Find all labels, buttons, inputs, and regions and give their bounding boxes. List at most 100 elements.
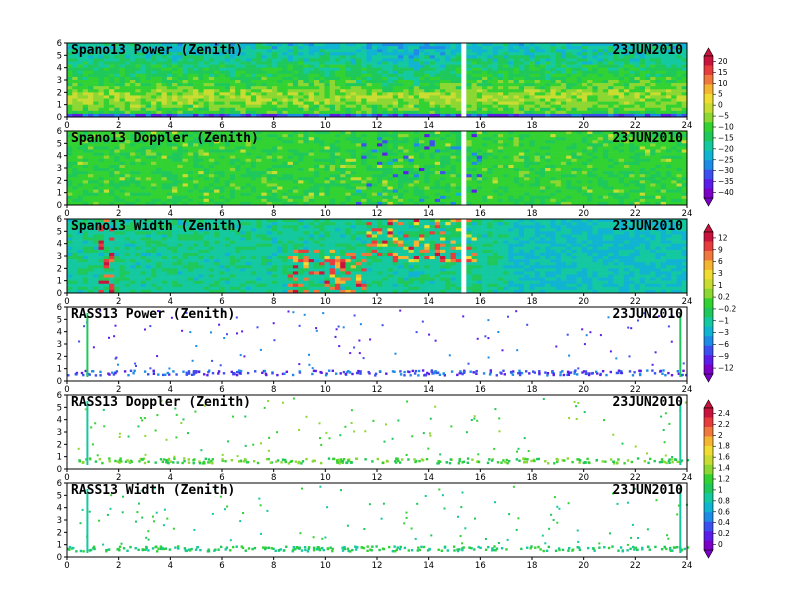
heatmap-cell — [413, 186, 420, 190]
heatmap-cell — [334, 49, 341, 53]
heatmap-cell — [219, 104, 225, 109]
heatmap-cell — [361, 89, 367, 93]
heatmap-cell — [219, 98, 225, 102]
heatmap-cell — [324, 131, 331, 135]
heatmap-cell — [445, 64, 451, 68]
heatmap-cell — [487, 101, 493, 105]
heatmap-cell — [72, 174, 78, 178]
heatmap-cell — [350, 140, 357, 144]
heatmap-cell — [508, 189, 514, 193]
heatmap-cell — [103, 189, 110, 193]
heatmap-cell — [187, 43, 194, 47]
heatmap-cell — [529, 52, 535, 56]
heatmap-cell — [618, 64, 625, 68]
heatmap-cell — [545, 80, 551, 84]
heatmap-cell — [151, 55, 157, 59]
heatmap-cell — [545, 49, 551, 53]
heatmap-cell — [377, 67, 383, 72]
heatmap-cell — [103, 180, 110, 184]
heatmap-cell — [340, 86, 346, 90]
heatmap-cell — [145, 186, 152, 190]
heatmap-cell — [214, 140, 220, 144]
heatmap-cell — [440, 76, 446, 81]
heatmap-cell — [466, 177, 472, 181]
heatmap-cell — [403, 189, 409, 193]
heatmap-cell — [109, 180, 115, 184]
heatmap-cell — [135, 89, 141, 93]
heatmap-cell — [224, 137, 231, 141]
heatmap-cell — [382, 131, 388, 135]
heatmap-cell — [350, 131, 357, 135]
heatmap-cell — [671, 46, 677, 50]
heatmap-cell — [271, 195, 278, 200]
heatmap-cell — [156, 107, 162, 112]
heatmap-cell — [644, 55, 651, 59]
heatmap-cell — [177, 104, 183, 109]
heatmap-cell — [377, 201, 383, 206]
heatmap-cell — [618, 80, 625, 84]
heatmap-cell — [172, 43, 178, 47]
heatmap-cell — [82, 180, 89, 184]
heatmap-cell — [319, 43, 325, 47]
heatmap-cell — [235, 67, 241, 72]
heatmap-cell — [398, 152, 404, 156]
heatmap-cell — [235, 86, 241, 90]
heatmap-cell — [124, 158, 131, 163]
heatmap-cell — [308, 107, 315, 112]
heatmap-cell — [145, 107, 152, 112]
heatmap-cell — [476, 134, 483, 138]
heatmap-cell — [492, 92, 499, 96]
heatmap-cell — [177, 152, 183, 156]
heatmap-cell — [88, 92, 94, 96]
heatmap-cell — [334, 152, 341, 156]
heatmap-cell — [329, 49, 336, 53]
heatmap-cell — [245, 183, 252, 187]
heatmap-cell — [644, 113, 651, 118]
heatmap-cell — [214, 149, 220, 153]
heatmap-cell — [419, 55, 425, 59]
heatmap-cell — [334, 101, 341, 105]
heatmap-cell — [345, 161, 352, 166]
heatmap-cell — [355, 152, 362, 156]
heatmap-cell — [539, 73, 546, 78]
heatmap-cell — [109, 113, 115, 118]
heatmap-cell — [292, 174, 299, 178]
heatmap-cell — [219, 92, 225, 96]
heatmap-cell — [445, 73, 451, 78]
heatmap-cell — [440, 98, 446, 102]
heatmap-cell — [256, 183, 262, 187]
heatmap-cell — [229, 83, 236, 87]
heatmap-cell — [440, 192, 446, 197]
heatmap-cell — [240, 55, 246, 59]
heatmap-cell — [166, 61, 173, 65]
heatmap-cell — [235, 186, 241, 190]
heatmap-cell — [303, 70, 309, 75]
heatmap-cell — [177, 134, 183, 138]
heatmap-cell — [250, 67, 257, 72]
heatmap-cell — [161, 46, 168, 50]
heatmap-cell — [518, 86, 525, 90]
heatmap-cell — [98, 98, 105, 102]
heatmap-cell — [539, 113, 546, 118]
heatmap-cell — [513, 46, 520, 50]
heatmap-cell — [261, 201, 267, 206]
heatmap-cell — [124, 113, 131, 118]
heatmap-cell — [450, 76, 457, 81]
heatmap-cell — [424, 52, 430, 56]
heatmap-cell — [172, 83, 178, 87]
heatmap-cell — [398, 101, 404, 105]
heatmap-cell — [534, 46, 541, 50]
heatmap-cell — [587, 46, 593, 50]
heatmap-cell — [324, 55, 331, 59]
heatmap-cell — [98, 168, 105, 172]
heatmap-cell — [665, 86, 672, 90]
heatmap-cell — [235, 146, 241, 150]
heatmap-cell — [597, 61, 604, 65]
heatmap-cell — [608, 113, 614, 118]
heatmap-cell — [292, 186, 299, 190]
heatmap-cell — [429, 149, 436, 153]
heatmap-cell — [156, 192, 162, 197]
heatmap-cell — [308, 49, 315, 53]
heatmap-cell — [424, 134, 430, 138]
heatmap-cell — [224, 146, 231, 150]
